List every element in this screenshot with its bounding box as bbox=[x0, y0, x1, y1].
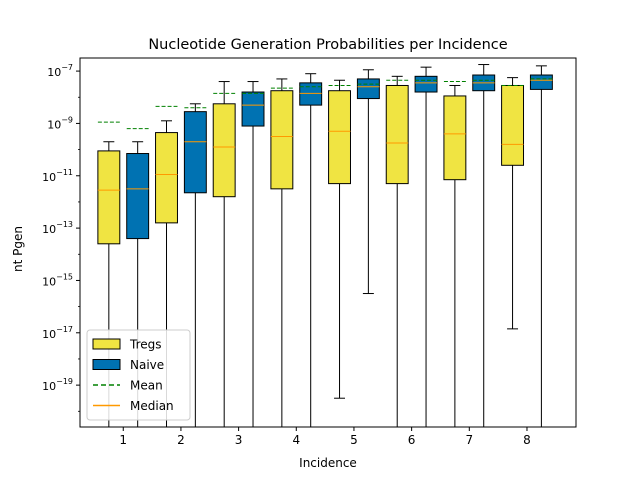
box-body bbox=[270, 90, 294, 190]
y-tick-label: 10−17 bbox=[42, 325, 73, 341]
y-tick-label: 10−11 bbox=[42, 168, 73, 184]
box-body bbox=[212, 103, 236, 198]
y-tick-label: 10−9 bbox=[47, 115, 73, 131]
box-tregs-7 bbox=[443, 81, 467, 427]
box-body bbox=[385, 84, 409, 185]
x-tick-label: 2 bbox=[177, 433, 185, 447]
boxes-group bbox=[97, 64, 553, 427]
x-tick-label: 3 bbox=[235, 433, 243, 447]
y-axis: 10−7 10−9 10−11 10−13 10−15 10−17 10−19 bbox=[42, 63, 80, 412]
legend-swatch bbox=[92, 338, 121, 350]
box-naive-8 bbox=[529, 65, 553, 427]
box-body bbox=[501, 84, 525, 166]
y-tick-label: 10−13 bbox=[42, 220, 73, 236]
box-tregs-2 bbox=[155, 105, 178, 427]
box-body bbox=[155, 132, 178, 224]
y-tick-label: 10−15 bbox=[42, 272, 73, 288]
box-body bbox=[529, 74, 553, 90]
box-tregs-6 bbox=[385, 75, 409, 427]
x-tick-label: 7 bbox=[465, 433, 473, 447]
chart-title: Nucleotide Generation Probabilities per … bbox=[148, 37, 507, 53]
box-naive-4 bbox=[299, 73, 323, 427]
box-tregs-3 bbox=[212, 81, 236, 427]
box-naive-6 bbox=[414, 66, 438, 427]
box-body bbox=[126, 153, 150, 240]
legend: Tregs Naive Mean Median bbox=[86, 329, 191, 421]
box-body bbox=[97, 150, 121, 245]
box-body bbox=[443, 95, 467, 181]
legend-entry-tregs: Tregs bbox=[92, 338, 162, 352]
legend-label: Naive bbox=[130, 358, 164, 372]
box-naive-2 bbox=[183, 103, 207, 427]
box-body bbox=[328, 90, 351, 185]
x-axis-label: Incidence bbox=[299, 456, 357, 470]
legend-frame bbox=[86, 329, 191, 421]
x-tick-label: 6 bbox=[408, 433, 416, 447]
x-tick-label: 4 bbox=[292, 433, 300, 447]
plot-area bbox=[79, 57, 577, 428]
box-body bbox=[414, 75, 438, 93]
legend-label: Median bbox=[130, 399, 174, 413]
x-axis: 1 2 3 4 5 6 7 8 bbox=[119, 427, 531, 447]
x-tick-label: 1 bbox=[119, 433, 127, 447]
legend-entry-median: Median bbox=[93, 399, 174, 413]
box-body bbox=[299, 82, 323, 106]
legend-entry-naive: Naive bbox=[92, 358, 164, 372]
legend-swatch bbox=[92, 359, 121, 370]
x-tick-label: 5 bbox=[350, 433, 358, 447]
box-body bbox=[183, 111, 207, 194]
y-tick-label: 10−7 bbox=[47, 63, 73, 79]
box-naive-5 bbox=[356, 69, 380, 295]
legend-label: Tregs bbox=[129, 338, 162, 352]
box-tregs-4 bbox=[270, 78, 294, 427]
box-naive-3 bbox=[241, 81, 265, 427]
y-axis-label: nt Pgen bbox=[11, 226, 25, 272]
box-body bbox=[241, 91, 265, 127]
box-naive-7 bbox=[472, 64, 496, 427]
y-tick-label: 10−19 bbox=[42, 377, 73, 393]
box-body bbox=[356, 78, 380, 100]
axes-frame bbox=[79, 57, 577, 428]
legend-entry-mean: Mean bbox=[93, 379, 163, 393]
box-tregs-8 bbox=[501, 77, 525, 330]
legend-label: Mean bbox=[130, 379, 163, 393]
box-tregs-5 bbox=[328, 79, 351, 399]
x-tick-label: 8 bbox=[523, 433, 531, 447]
